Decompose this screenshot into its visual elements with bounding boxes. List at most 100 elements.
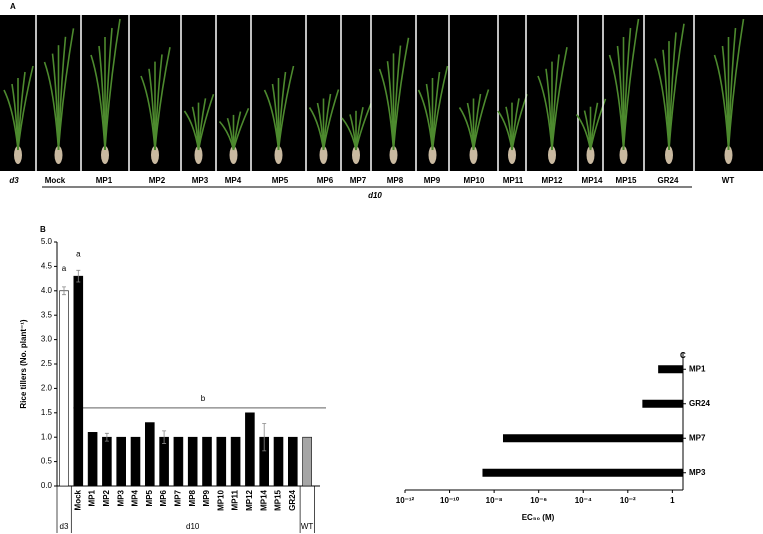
y-tick-label: MP7 bbox=[689, 433, 706, 442]
plant-root bbox=[469, 146, 478, 164]
bar bbox=[87, 432, 98, 487]
x-tick-label: 10⁻⁸ bbox=[486, 496, 503, 505]
y-tick-label: 0.0 bbox=[41, 481, 53, 490]
plant-root bbox=[101, 146, 109, 164]
plant-leaf bbox=[727, 18, 745, 151]
plant-leaf bbox=[17, 65, 34, 151]
plant-root bbox=[352, 146, 360, 164]
error-bar bbox=[76, 269, 81, 283]
x-tick-label: MP9 bbox=[202, 489, 211, 506]
x-tick-label: MP4 bbox=[131, 489, 140, 506]
y-tick-label: 2.0 bbox=[41, 384, 53, 393]
plant-leaf bbox=[355, 103, 372, 151]
annotation: a bbox=[76, 249, 81, 258]
x-tick-label: MP6 bbox=[159, 489, 168, 506]
plant-leaf bbox=[472, 89, 490, 151]
plant-leaf bbox=[551, 47, 568, 151]
plant-leaf bbox=[232, 107, 250, 151]
bar bbox=[230, 436, 241, 487]
group-label: d10 bbox=[186, 522, 200, 531]
x-tick-label: GR24 bbox=[288, 489, 297, 510]
bar bbox=[245, 412, 255, 487]
plant-leaf bbox=[668, 23, 685, 151]
bar bbox=[642, 399, 683, 408]
plant-root bbox=[389, 146, 398, 164]
plant-root bbox=[319, 146, 328, 164]
annotation: b bbox=[201, 394, 206, 403]
y-axis-title: Rice tillers (No. plant⁻¹) bbox=[19, 319, 28, 408]
plant-leaf bbox=[589, 98, 607, 151]
plant-leaf bbox=[431, 65, 449, 151]
error-bar bbox=[62, 286, 66, 296]
photo-label: MP6 bbox=[317, 176, 334, 185]
photo-label: MP9 bbox=[424, 176, 441, 185]
group-label: d10 bbox=[368, 191, 382, 200]
bar bbox=[502, 434, 683, 443]
y-tick-label: 3.5 bbox=[41, 310, 53, 319]
bar bbox=[482, 468, 683, 477]
x-tick-label: MP12 bbox=[245, 489, 254, 510]
bar bbox=[202, 436, 212, 487]
plant-root bbox=[586, 146, 595, 164]
plant-leaf bbox=[104, 18, 121, 151]
x-tick-label: MP15 bbox=[274, 489, 283, 510]
x-tick-label: MP1 bbox=[88, 489, 97, 506]
x-tick-label: 10⁻¹⁰ bbox=[440, 496, 460, 505]
plant-leaf bbox=[154, 47, 171, 151]
plant-root bbox=[548, 146, 556, 164]
photo-label: MP7 bbox=[350, 176, 367, 185]
annotation: a bbox=[62, 264, 67, 273]
x-tick-label: MP10 bbox=[216, 489, 225, 510]
x-tick-label: MP14 bbox=[259, 489, 268, 510]
error-bar bbox=[104, 432, 109, 442]
photo-label: MP4 bbox=[225, 176, 242, 185]
panel-label: B bbox=[40, 225, 46, 234]
plant-root bbox=[508, 146, 516, 164]
photo-label: WT bbox=[722, 176, 735, 185]
bar bbox=[145, 422, 155, 487]
bar bbox=[59, 290, 69, 487]
y-tick-label: 1.5 bbox=[41, 408, 53, 417]
x-tick-label: 10⁻¹² bbox=[396, 496, 415, 505]
bar bbox=[159, 436, 169, 487]
bar bbox=[73, 275, 84, 487]
x-tick-label: Mock bbox=[73, 489, 82, 510]
photo-label: MP2 bbox=[149, 176, 166, 185]
group-label: d3 bbox=[60, 522, 69, 531]
x-tick-label: 1 bbox=[670, 496, 675, 505]
bar bbox=[287, 436, 298, 487]
plant-leaf bbox=[277, 65, 295, 151]
plant-leaf bbox=[622, 18, 640, 151]
error-bar bbox=[262, 423, 267, 452]
plant-root bbox=[724, 146, 733, 164]
x-tick-label: MP2 bbox=[102, 489, 111, 506]
bar bbox=[273, 436, 284, 487]
y-tick-label: 5.0 bbox=[41, 237, 53, 246]
plant-root bbox=[428, 146, 437, 164]
photo-strip bbox=[0, 15, 763, 171]
error-bar bbox=[162, 430, 167, 444]
photo-label: MP12 bbox=[542, 176, 563, 185]
x-tick-label: 10⁻² bbox=[620, 496, 636, 505]
y-tick-label: 4.5 bbox=[41, 262, 53, 271]
x-axis-title: EC₅₀ (M) bbox=[522, 513, 555, 522]
plant-root bbox=[665, 146, 673, 164]
y-tick-label: 4.0 bbox=[41, 286, 53, 295]
group-label: WT bbox=[301, 522, 314, 531]
photo-label: MP3 bbox=[192, 176, 209, 185]
plant-leaf bbox=[57, 28, 75, 151]
bar bbox=[102, 436, 112, 487]
plant-leaf bbox=[392, 37, 410, 151]
x-tick-label: MP11 bbox=[231, 489, 240, 510]
photo-label: MP11 bbox=[503, 176, 524, 185]
plant-root bbox=[229, 146, 238, 164]
x-tick-label: MP7 bbox=[174, 489, 183, 506]
x-tick-label: MP3 bbox=[116, 489, 125, 506]
photo-label: MP10 bbox=[464, 176, 485, 185]
y-tick-label: MP3 bbox=[689, 468, 706, 477]
x-tick-label: MP5 bbox=[145, 489, 154, 506]
photo-label: MP1 bbox=[96, 176, 113, 185]
plant-root bbox=[151, 146, 159, 164]
bar bbox=[116, 436, 126, 487]
